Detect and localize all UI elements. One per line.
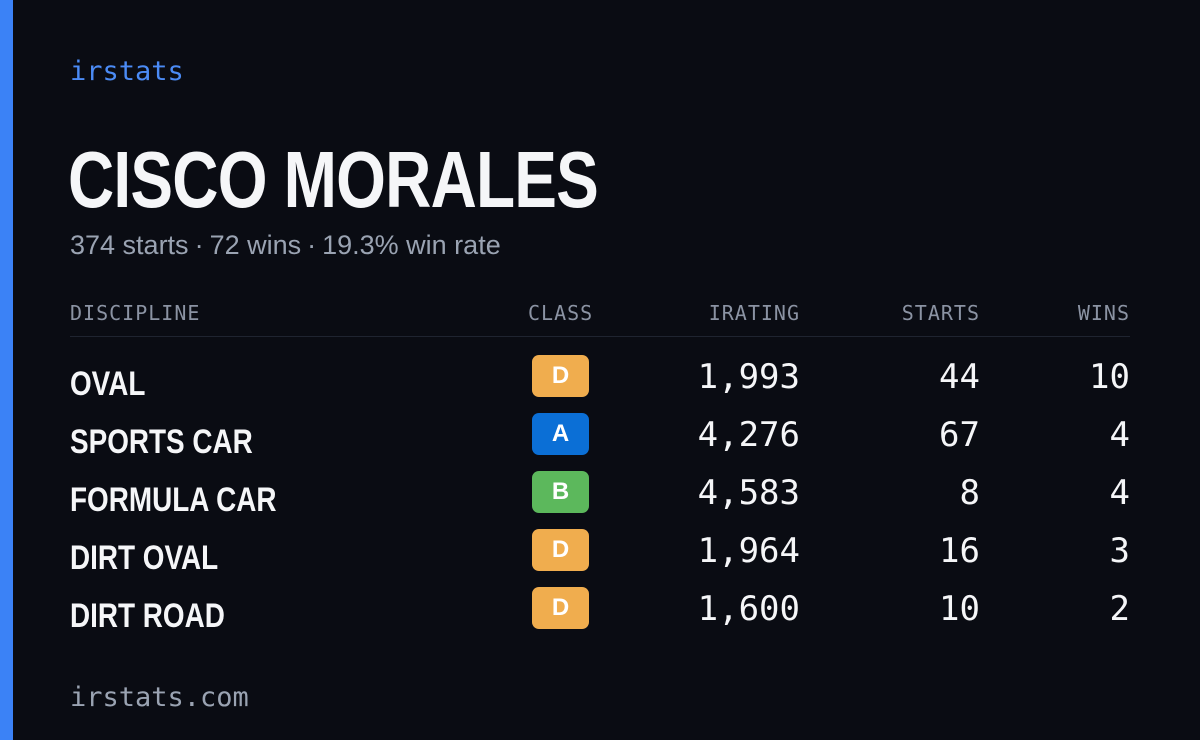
header-irating: IRATING [708, 301, 800, 325]
irating-value: 1,993 [697, 357, 800, 397]
wins-value: 4 [1109, 415, 1130, 455]
brand-logo-text: irstats [70, 56, 184, 87]
discipline-name: FORMULA CAR [70, 481, 277, 519]
header-class: CLASS [528, 301, 594, 325]
starts-value: 67 [939, 415, 980, 455]
wins-value: 10 [1089, 357, 1130, 397]
table-row: DIRT OVAL D 1,964 16 3 [70, 527, 1130, 585]
table-row: FORMULA CAR B 4,583 8 4 [70, 469, 1130, 527]
class-badge: D [532, 587, 589, 629]
table-header: DISCIPLINE CLASS IRATING STARTS WINS [70, 296, 1130, 337]
wins-summary: 72 wins [209, 230, 302, 260]
win-rate-summary: 19.3% win rate [322, 230, 501, 260]
discipline-name: DIRT ROAD [70, 597, 225, 635]
starts-value: 10 [939, 589, 980, 629]
class-badge: D [532, 529, 589, 571]
table-row: DIRT ROAD D 1,600 10 2 [70, 585, 1130, 643]
irating-value: 1,964 [697, 531, 800, 571]
table-row: SPORTS CAR A 4,276 67 4 [70, 411, 1130, 469]
wins-value: 2 [1109, 589, 1130, 629]
header-wins: WINS [1077, 301, 1130, 325]
discipline-name: SPORTS CAR [70, 423, 253, 461]
class-badge: D [532, 355, 589, 397]
class-badge: B [532, 471, 589, 513]
irating-value: 1,600 [697, 589, 800, 629]
summary-separator: · [307, 230, 317, 260]
discipline-stats-table: DISCIPLINE CLASS IRATING STARTS WINS OVA… [70, 296, 1130, 643]
footer-url: irstats.com [70, 682, 249, 713]
driver-summary: 374 starts · 72 wins · 19.3% win rate [70, 228, 501, 262]
wins-value: 3 [1109, 531, 1130, 571]
table-body: OVAL D 1,993 44 10 SPORTS CAR A 4,276 67… [70, 353, 1130, 643]
class-badge: A [532, 413, 589, 455]
starts-value: 44 [939, 357, 980, 397]
irating-value: 4,583 [697, 473, 800, 513]
header-discipline: DISCIPLINE [70, 301, 201, 325]
starts-summary: 374 starts [70, 230, 189, 260]
driver-name: CISCO MORALES [68, 135, 599, 224]
discipline-name: DIRT OVAL [70, 539, 219, 577]
table-row: OVAL D 1,993 44 10 [70, 353, 1130, 411]
discipline-name: OVAL [70, 365, 146, 403]
header-starts: STARTS [901, 301, 980, 325]
starts-value: 16 [939, 531, 980, 571]
accent-bar [0, 0, 13, 740]
starts-value: 8 [959, 473, 980, 513]
irating-value: 4,276 [697, 415, 800, 455]
summary-separator: · [194, 230, 204, 260]
wins-value: 4 [1109, 473, 1130, 513]
